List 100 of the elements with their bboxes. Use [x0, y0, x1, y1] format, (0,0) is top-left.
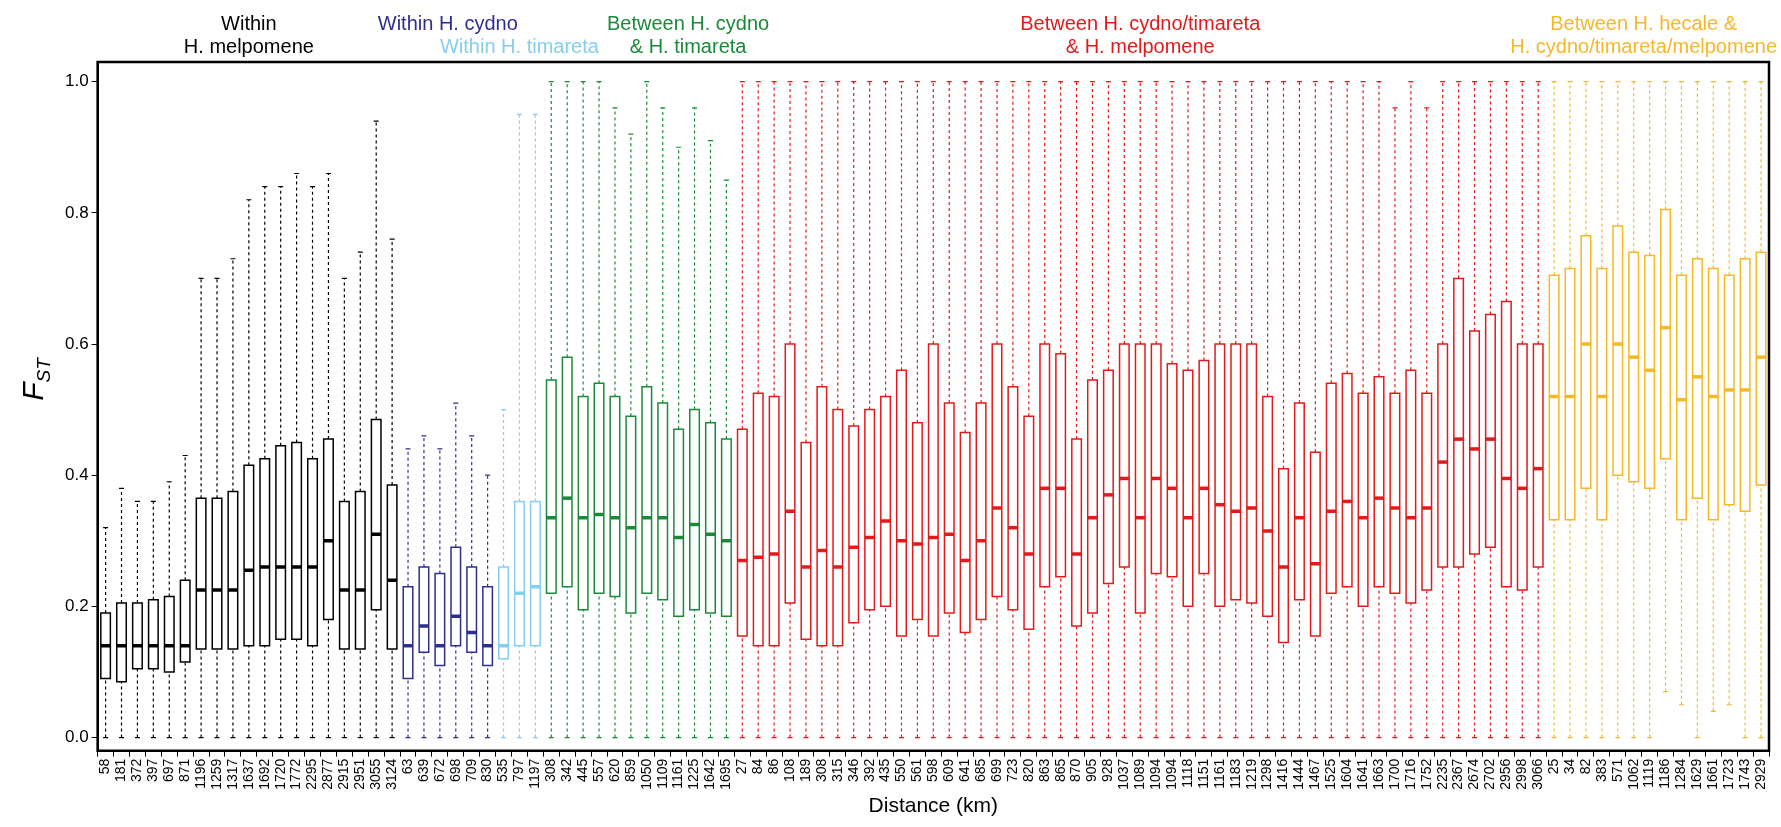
x-tick-label: 1219 — [1242, 758, 1259, 790]
x-tick-label: 1723 — [1720, 758, 1737, 790]
y-tick-label: 0.8 — [64, 202, 89, 222]
x-tick-label: 698 — [446, 758, 463, 783]
x-tick-label: 3055 — [367, 758, 384, 790]
x-tick-label: 397 — [144, 758, 161, 783]
x-tick-label: 863 — [1035, 758, 1052, 783]
x-tick-label: 1225 — [685, 758, 702, 790]
text: Between H. hecale & H. cydno/timareta/melpomene — [1510, 12, 1777, 57]
x-tick-label: 2915 — [335, 758, 352, 790]
x-tick-label: 308 — [812, 758, 829, 783]
x-tick-label: 1663 — [1369, 758, 1386, 790]
x-tick-label: 1196 — [191, 758, 208, 789]
x-tick-label: 709 — [462, 758, 479, 783]
x-tick-label: 1109 — [653, 758, 670, 789]
x-tick-label: 1716 — [1401, 758, 1418, 790]
x-tick-label: 108 — [780, 758, 797, 783]
x-tick-label: 830 — [478, 758, 495, 783]
x-tick-label: 699 — [987, 758, 1004, 783]
x-tick-label: 1416 — [1274, 758, 1291, 790]
x-tick-label: 2295 — [303, 758, 320, 790]
x-tick-label: 25 — [1544, 758, 1561, 775]
x-tick-label: 1772 — [287, 758, 304, 790]
x-tick-label: 383 — [1592, 758, 1609, 783]
x-tick-label: 865 — [1051, 758, 1068, 783]
x-tick-label: 1186 — [1656, 758, 1673, 789]
x-tick-label: 1089 — [1131, 758, 1148, 790]
x-tick-label: 1298 — [1258, 758, 1275, 790]
x-tick-label: 1094 — [1162, 758, 1179, 790]
text: Within H. melpomene — [183, 12, 314, 57]
x-tick-label: 1118 — [1178, 758, 1195, 788]
x-tick-label: 181 — [112, 758, 129, 783]
y-tick-label: 1.0 — [64, 71, 89, 91]
x-tick-label: 620 — [605, 758, 622, 783]
x-tick-label: 308 — [542, 758, 559, 783]
x-tick-label: 1050 — [637, 758, 654, 790]
x-tick-label: 63 — [398, 758, 415, 775]
x-tick-label: 445 — [573, 758, 590, 783]
x-tick-label: 609 — [940, 758, 957, 783]
x-tick-label: 1641 — [1353, 758, 1370, 790]
x-tick-label: 189 — [796, 758, 813, 783]
x-tick-label: 550 — [892, 758, 909, 783]
x-tick-label: 3124 — [382, 758, 399, 790]
x-tick-label: 1161 — [669, 758, 686, 789]
x-tick-label: 315 — [828, 758, 845, 783]
x-tick-label: 3066 — [1529, 758, 1546, 790]
x-tick-label: 2674 — [1465, 758, 1482, 790]
x-tick-label: 1259 — [207, 758, 224, 790]
x-tick-label: 870 — [1067, 758, 1084, 783]
text: Between H. cydno/timareta & H. melpomene — [1020, 12, 1262, 57]
x-tick-label: 557 — [589, 758, 606, 783]
x-tick-label: 1062 — [1624, 758, 1641, 790]
x-tick-label: 639 — [414, 758, 431, 783]
x-tick-label: 871 — [176, 758, 193, 783]
x-tick-label: 392 — [860, 758, 877, 783]
x-tick-label: 561 — [908, 758, 925, 783]
x-tick-label: 859 — [621, 758, 638, 783]
x-tick-label: 905 — [1083, 758, 1100, 783]
x-tick-label: 571 — [1608, 758, 1625, 783]
x-tick-label: 1119 — [1640, 758, 1657, 788]
x-tick-label: 1317 — [223, 758, 240, 790]
x-axis-title: Distance (km) — [868, 793, 999, 817]
y-tick-label: 0.2 — [64, 596, 89, 616]
x-tick-label: 1284 — [1672, 758, 1689, 790]
x-tick-label: 2951 — [351, 758, 368, 790]
x-tick-label: 641 — [956, 758, 973, 783]
x-tick-label: 2929 — [1751, 758, 1768, 790]
x-tick-label: 346 — [844, 758, 861, 783]
x-tick-label: 672 — [430, 758, 447, 783]
x-tick-label: 86 — [765, 758, 781, 775]
x-tick-label: 34 — [1560, 758, 1577, 775]
x-tick-label: 1720 — [271, 758, 288, 790]
x-tick-label: 1094 — [1147, 758, 1164, 790]
text: Within H. timareta — [439, 35, 600, 57]
x-tick-label: 2877 — [319, 758, 336, 790]
text: Between H. cydno & H. timareta — [606, 12, 770, 57]
x-tick-label: 1637 — [239, 758, 256, 790]
x-tick-label: 342 — [558, 758, 575, 783]
x-tick-label: 1183 — [1226, 758, 1243, 789]
x-tick-label: 1743 — [1735, 758, 1752, 790]
y-tick-label: 0.4 — [64, 464, 89, 484]
text: Within H. cydno — [377, 12, 518, 34]
x-tick-label: 58 — [96, 758, 113, 775]
x-tick-label: 2367 — [1449, 758, 1466, 790]
x-tick-label: 1629 — [1688, 758, 1705, 790]
y-tick-label: 0.0 — [64, 727, 89, 747]
x-tick-label: 1161 — [1210, 758, 1227, 789]
x-tick-label: 1151 — [1194, 758, 1211, 789]
x-tick-label: 1642 — [701, 758, 718, 790]
x-tick-label: 82 — [1576, 758, 1593, 775]
x-tick-label: 820 — [1019, 758, 1036, 783]
x-tick-label: 372 — [128, 758, 145, 783]
y-tick-label: 0.6 — [64, 333, 89, 353]
x-tick-label: 697 — [160, 758, 177, 783]
x-tick-label: 1661 — [1704, 758, 1721, 790]
x-tick-label: 1525 — [1322, 758, 1339, 790]
x-tick-label: 27 — [733, 758, 750, 775]
x-tick-label: 2235 — [1433, 758, 1450, 790]
x-tick-label: 1700 — [1385, 758, 1402, 790]
x-tick-label: 1695 — [717, 758, 734, 790]
